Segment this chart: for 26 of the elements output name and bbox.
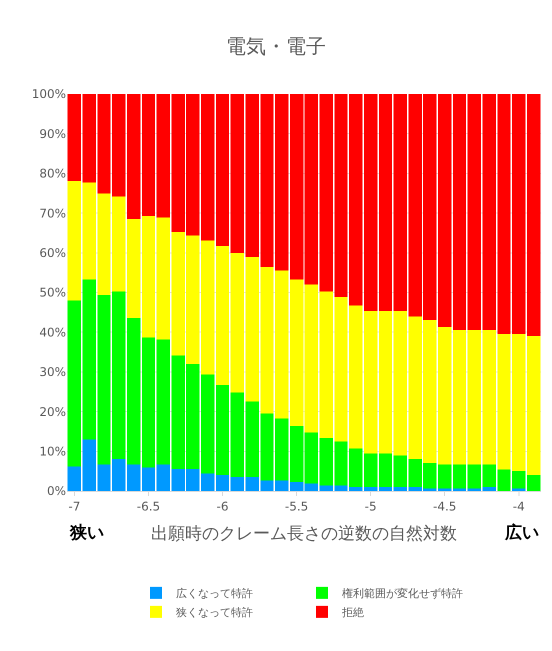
y-tick-label: 40%	[39, 325, 66, 340]
y-tick-label: 100%	[32, 87, 66, 102]
legend-label: 狭くなって特許	[176, 606, 253, 620]
y-tick-label: 30%	[39, 365, 66, 380]
y-tick-label: 60%	[39, 246, 66, 260]
x-tick-label: -4.5	[433, 499, 456, 514]
x-tick-label: -5.5	[284, 499, 308, 514]
x-tick-label: -6	[216, 499, 229, 514]
legend-label: 拒絶	[341, 606, 364, 620]
y-tick-label: 90%	[39, 126, 66, 141]
legend-label: 権利範囲が変化せず特許	[342, 587, 463, 600]
y-tick-label: 20%	[39, 404, 66, 419]
legend-label: 広くなって特許	[176, 587, 253, 600]
text: 広い	[504, 523, 539, 543]
y-tick-label: 70%	[39, 206, 66, 220]
x-tick-label: -7	[68, 499, 80, 514]
y-tick-label: 0%	[46, 484, 66, 498]
text: 狭い	[69, 523, 104, 543]
x-tick-label: -6.5	[136, 499, 160, 514]
y-tick-label: 50%	[39, 286, 66, 300]
x-tick-label: -5	[364, 499, 377, 514]
chart-title: 電気・電子	[226, 34, 326, 58]
y-tick-label: 80%	[39, 166, 66, 181]
x-axis-title: 出願時のクレーム長さの逆数の自然対数	[151, 524, 457, 544]
y-tick-label: 10%	[39, 444, 66, 458]
x-tick-label: -4	[512, 499, 525, 514]
